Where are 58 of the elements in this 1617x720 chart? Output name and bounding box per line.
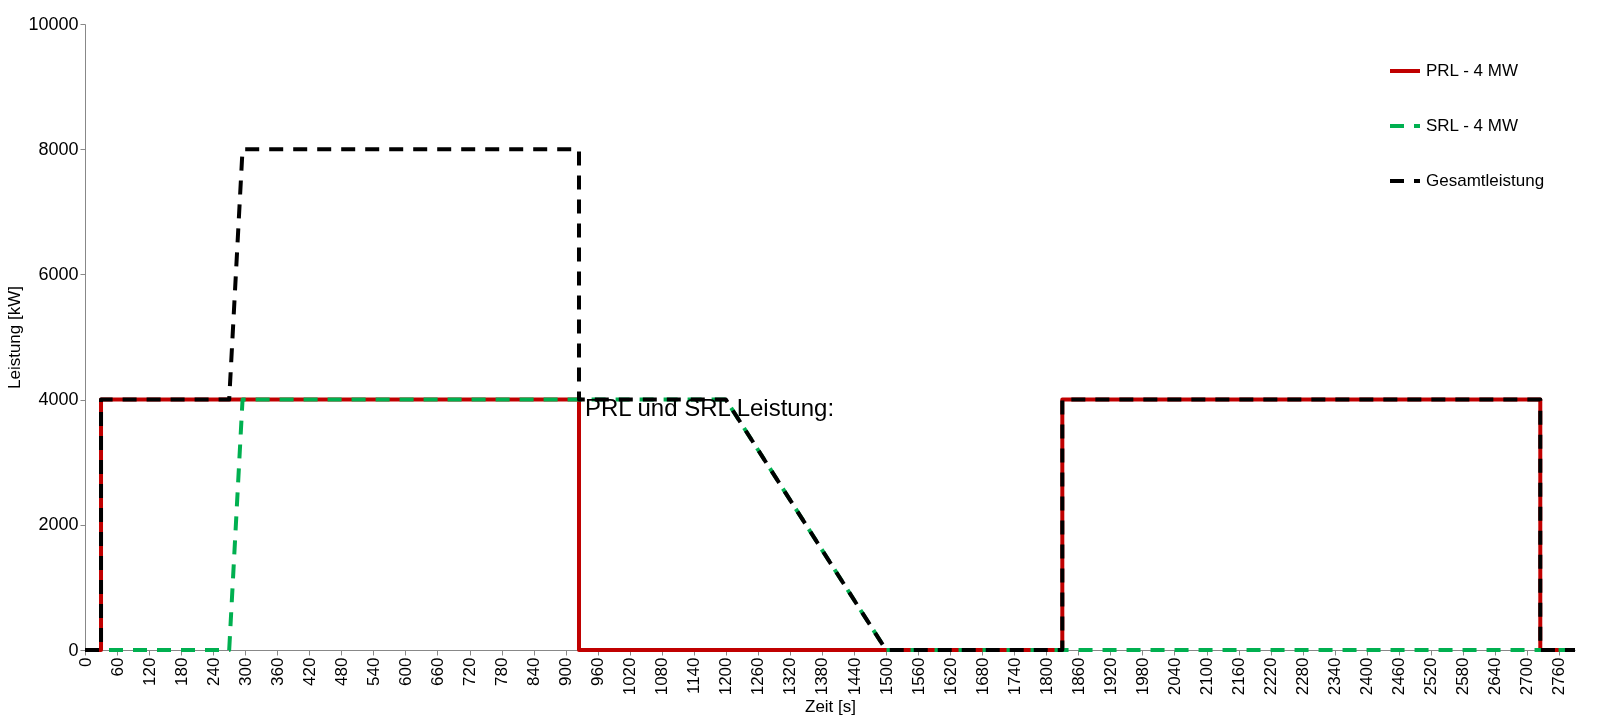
x-tick-label: 1020 bbox=[620, 657, 640, 696]
x-tick-label: 1980 bbox=[1132, 657, 1152, 696]
x-tick-label: 420 bbox=[299, 657, 319, 686]
x-tick-label: 1320 bbox=[780, 657, 800, 696]
x-tick-label: 1080 bbox=[652, 657, 672, 696]
x-tick-label: 2760 bbox=[1549, 657, 1569, 696]
x-tick-label: 1680 bbox=[972, 657, 992, 696]
x-tick-label: 780 bbox=[492, 657, 512, 686]
legend-label: SRL - 4 MW bbox=[1426, 116, 1518, 135]
x-axis-title: Zeit [s] bbox=[804, 697, 857, 717]
x-tick-label: 2340 bbox=[1325, 657, 1345, 696]
x-tick-label: 1200 bbox=[716, 657, 736, 696]
x-tick-label: 1140 bbox=[684, 657, 704, 695]
x-tick-label: 360 bbox=[267, 657, 287, 686]
x-tick-label: 60 bbox=[107, 657, 127, 677]
y-tick-label: 2000 bbox=[38, 514, 79, 535]
x-tick-label: 1500 bbox=[876, 657, 896, 696]
x-tick-label: 2400 bbox=[1357, 657, 1377, 696]
y-axis-title: Leistung [kW] bbox=[5, 286, 25, 389]
y-tick-label: 10000 bbox=[28, 13, 79, 34]
x-tick-label: 2460 bbox=[1389, 657, 1409, 696]
x-tick-label: 2640 bbox=[1485, 657, 1505, 696]
x-tick-label: 960 bbox=[588, 657, 608, 686]
y-tick-label: 8000 bbox=[38, 138, 79, 159]
x-tick-label: 2700 bbox=[1517, 657, 1537, 696]
x-tick-label: 1380 bbox=[812, 657, 832, 696]
x-tick-label: 2580 bbox=[1453, 657, 1473, 696]
x-tick-label: 1560 bbox=[908, 657, 928, 696]
x-tick-label: 1620 bbox=[940, 657, 960, 696]
x-tick-label: 2220 bbox=[1261, 657, 1281, 696]
x-tick-label: 1260 bbox=[748, 657, 768, 696]
x-tick-label: 1440 bbox=[844, 657, 864, 696]
y-tick-label: 4000 bbox=[38, 389, 79, 410]
legend-label: Gesamtleistung bbox=[1426, 171, 1545, 190]
x-tick-label: 840 bbox=[524, 657, 544, 686]
x-tick-label: 300 bbox=[235, 657, 255, 686]
x-tick-label: 540 bbox=[363, 657, 383, 686]
x-tick-label: 660 bbox=[427, 657, 447, 686]
x-tick-label: 2160 bbox=[1229, 657, 1249, 696]
x-tick-label: 2100 bbox=[1197, 657, 1217, 696]
x-tick-label: 180 bbox=[171, 657, 191, 686]
x-tick-label: 720 bbox=[460, 657, 480, 686]
x-tick-label: 2280 bbox=[1293, 657, 1313, 696]
x-tick-label: 1860 bbox=[1068, 657, 1088, 696]
y-tick-label: 0 bbox=[68, 639, 79, 660]
x-tick-label: 1800 bbox=[1036, 657, 1056, 696]
x-tick-label: 600 bbox=[395, 657, 415, 686]
x-tick-label: 240 bbox=[203, 657, 223, 686]
x-tick-label: 2520 bbox=[1421, 657, 1441, 696]
x-tick-label: 900 bbox=[556, 657, 576, 686]
x-tick-label: 1920 bbox=[1100, 657, 1120, 696]
x-tick-label: 480 bbox=[331, 657, 351, 686]
x-tick-label: 120 bbox=[139, 657, 159, 686]
legend-label: PRL - 4 MW bbox=[1426, 61, 1518, 80]
y-tick-label: 6000 bbox=[38, 263, 79, 284]
x-tick-label: 2040 bbox=[1164, 657, 1184, 696]
x-tick-label: 0 bbox=[75, 657, 95, 667]
x-tick-label: 1740 bbox=[1004, 657, 1024, 696]
